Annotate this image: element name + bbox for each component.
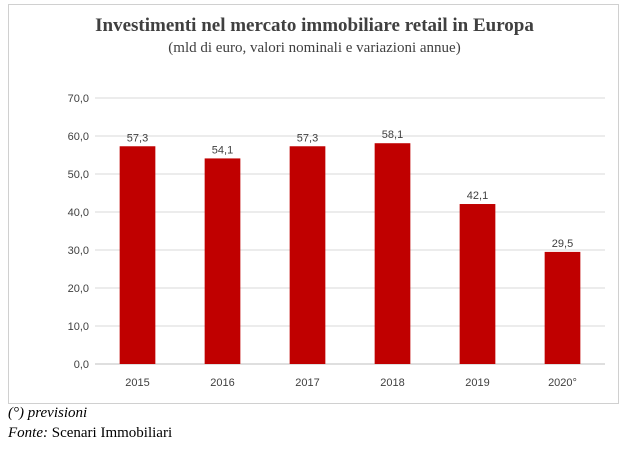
y-tick-label: 30,0 <box>68 245 89 257</box>
data-label: 58,1 <box>382 129 403 141</box>
x-tick-label: 2019 <box>465 377 489 389</box>
x-tick-label: 2016 <box>210 377 234 389</box>
source-label: Fonte: <box>8 425 48 441</box>
bar <box>459 204 496 364</box>
y-tick-label: 70,0 <box>68 93 89 105</box>
x-tick-label: 2017 <box>295 377 319 389</box>
x-tick-label: 2018 <box>380 377 404 389</box>
forecast-note: (°) previsioni <box>8 405 88 421</box>
source-value: Scenari Immobiliari <box>51 425 173 441</box>
bar-chart: 0,0 10,0 20,0 30,0 40,0 50,0 60,0 70,0 57,3 2015 5… <box>68 93 605 389</box>
data-label: 57,3 <box>127 132 148 144</box>
data-label: 42,1 <box>467 190 488 202</box>
y-tick-label: 20,0 <box>68 283 89 295</box>
y-tick-label: 60,0 <box>68 131 89 143</box>
chart-frame: Investimenti nel mercato immobiliare ret… <box>8 4 619 404</box>
bar <box>204 158 241 364</box>
chart-title: Investimenti nel mercato immobiliare ret… <box>95 15 534 36</box>
bar <box>544 251 581 364</box>
y-tick-label: 50,0 <box>68 169 89 181</box>
bar <box>119 146 156 364</box>
y-tick-label: 0,0 <box>74 359 89 371</box>
data-label: 54,1 <box>212 144 233 156</box>
y-tick-label: 10,0 <box>68 321 89 333</box>
chart-subtitle: (mld di euro, valori nominali e variazio… <box>168 40 461 56</box>
x-tick-label: 2015 <box>125 377 149 389</box>
data-label: 29,5 <box>552 238 573 250</box>
data-label: 57,3 <box>297 132 318 144</box>
source-note: Fonte: Scenari Immobiliari <box>8 425 172 442</box>
bar <box>289 146 326 364</box>
bar <box>374 143 411 364</box>
x-tick-label: 2020° <box>548 377 577 389</box>
y-tick-label: 40,0 <box>68 207 89 219</box>
